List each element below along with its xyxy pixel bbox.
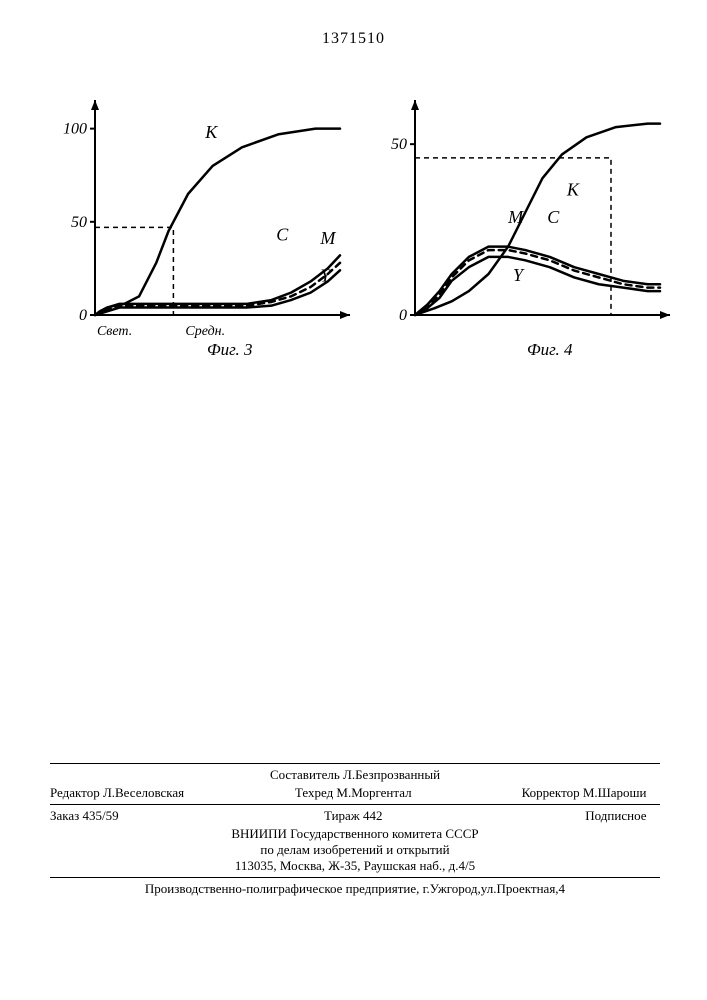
charts-container: 050100KCMYСвет.Средн.Фиг. 3050KMCYФиг. 4 <box>50 100 670 380</box>
org-line-2: по делам изобретений и открытий <box>50 842 660 858</box>
corrector: Корректор М.Шароши <box>457 785 647 801</box>
svg-text:C: C <box>276 224 289 244</box>
page-number: 1371510 <box>0 30 707 48</box>
svg-text:Средн.: Средн. <box>185 324 225 339</box>
footer-rule-3 <box>50 877 660 878</box>
svg-text:Y: Y <box>320 265 332 285</box>
charts-svg: 050100KCMYСвет.Средн.Фиг. 3050KMCYФиг. 4 <box>50 100 670 400</box>
svg-text:M: M <box>319 228 336 248</box>
svg-text:50: 50 <box>391 136 407 153</box>
subscribed: Подписное <box>457 808 647 824</box>
footer-block: Составитель Л.Безпрозванный Редактор Л.В… <box>50 760 660 897</box>
order-line: Заказ 435/59 Тираж 442 Подписное <box>50 808 660 824</box>
svg-text:Фиг. 4: Фиг. 4 <box>527 340 573 359</box>
tirazh: Тираж 442 <box>253 808 453 824</box>
svg-text:50: 50 <box>71 214 87 231</box>
techred: Техред М.Моргентал <box>253 785 453 801</box>
compiler-line: Составитель Л.Безпрозванный <box>50 767 660 783</box>
editor-line: Редактор Л.Веселовская Техред М.Моргента… <box>50 785 660 801</box>
address-line: 113035, Москва, Ж-35, Раушская наб., д.4… <box>50 858 660 874</box>
editor: Редактор Л.Веселовская <box>50 785 250 801</box>
svg-text:Y: Y <box>513 265 525 285</box>
svg-text:Свет.: Свет. <box>97 324 132 339</box>
svg-text:C: C <box>547 207 560 227</box>
svg-text:100: 100 <box>63 121 87 138</box>
production-line: Производственно-полиграфическое предприя… <box>50 881 660 897</box>
svg-text:K: K <box>566 179 580 199</box>
svg-text:0: 0 <box>399 307 407 324</box>
svg-text:Фиг. 3: Фиг. 3 <box>207 340 253 359</box>
org-line-1: ВНИИПИ Государственного комитета СССР <box>50 826 660 842</box>
footer-rule <box>50 763 660 764</box>
footer-rule-2 <box>50 804 660 805</box>
svg-text:0: 0 <box>79 307 87 324</box>
svg-text:K: K <box>204 122 218 142</box>
svg-text:M: M <box>507 207 524 227</box>
order: Заказ 435/59 <box>50 808 250 824</box>
